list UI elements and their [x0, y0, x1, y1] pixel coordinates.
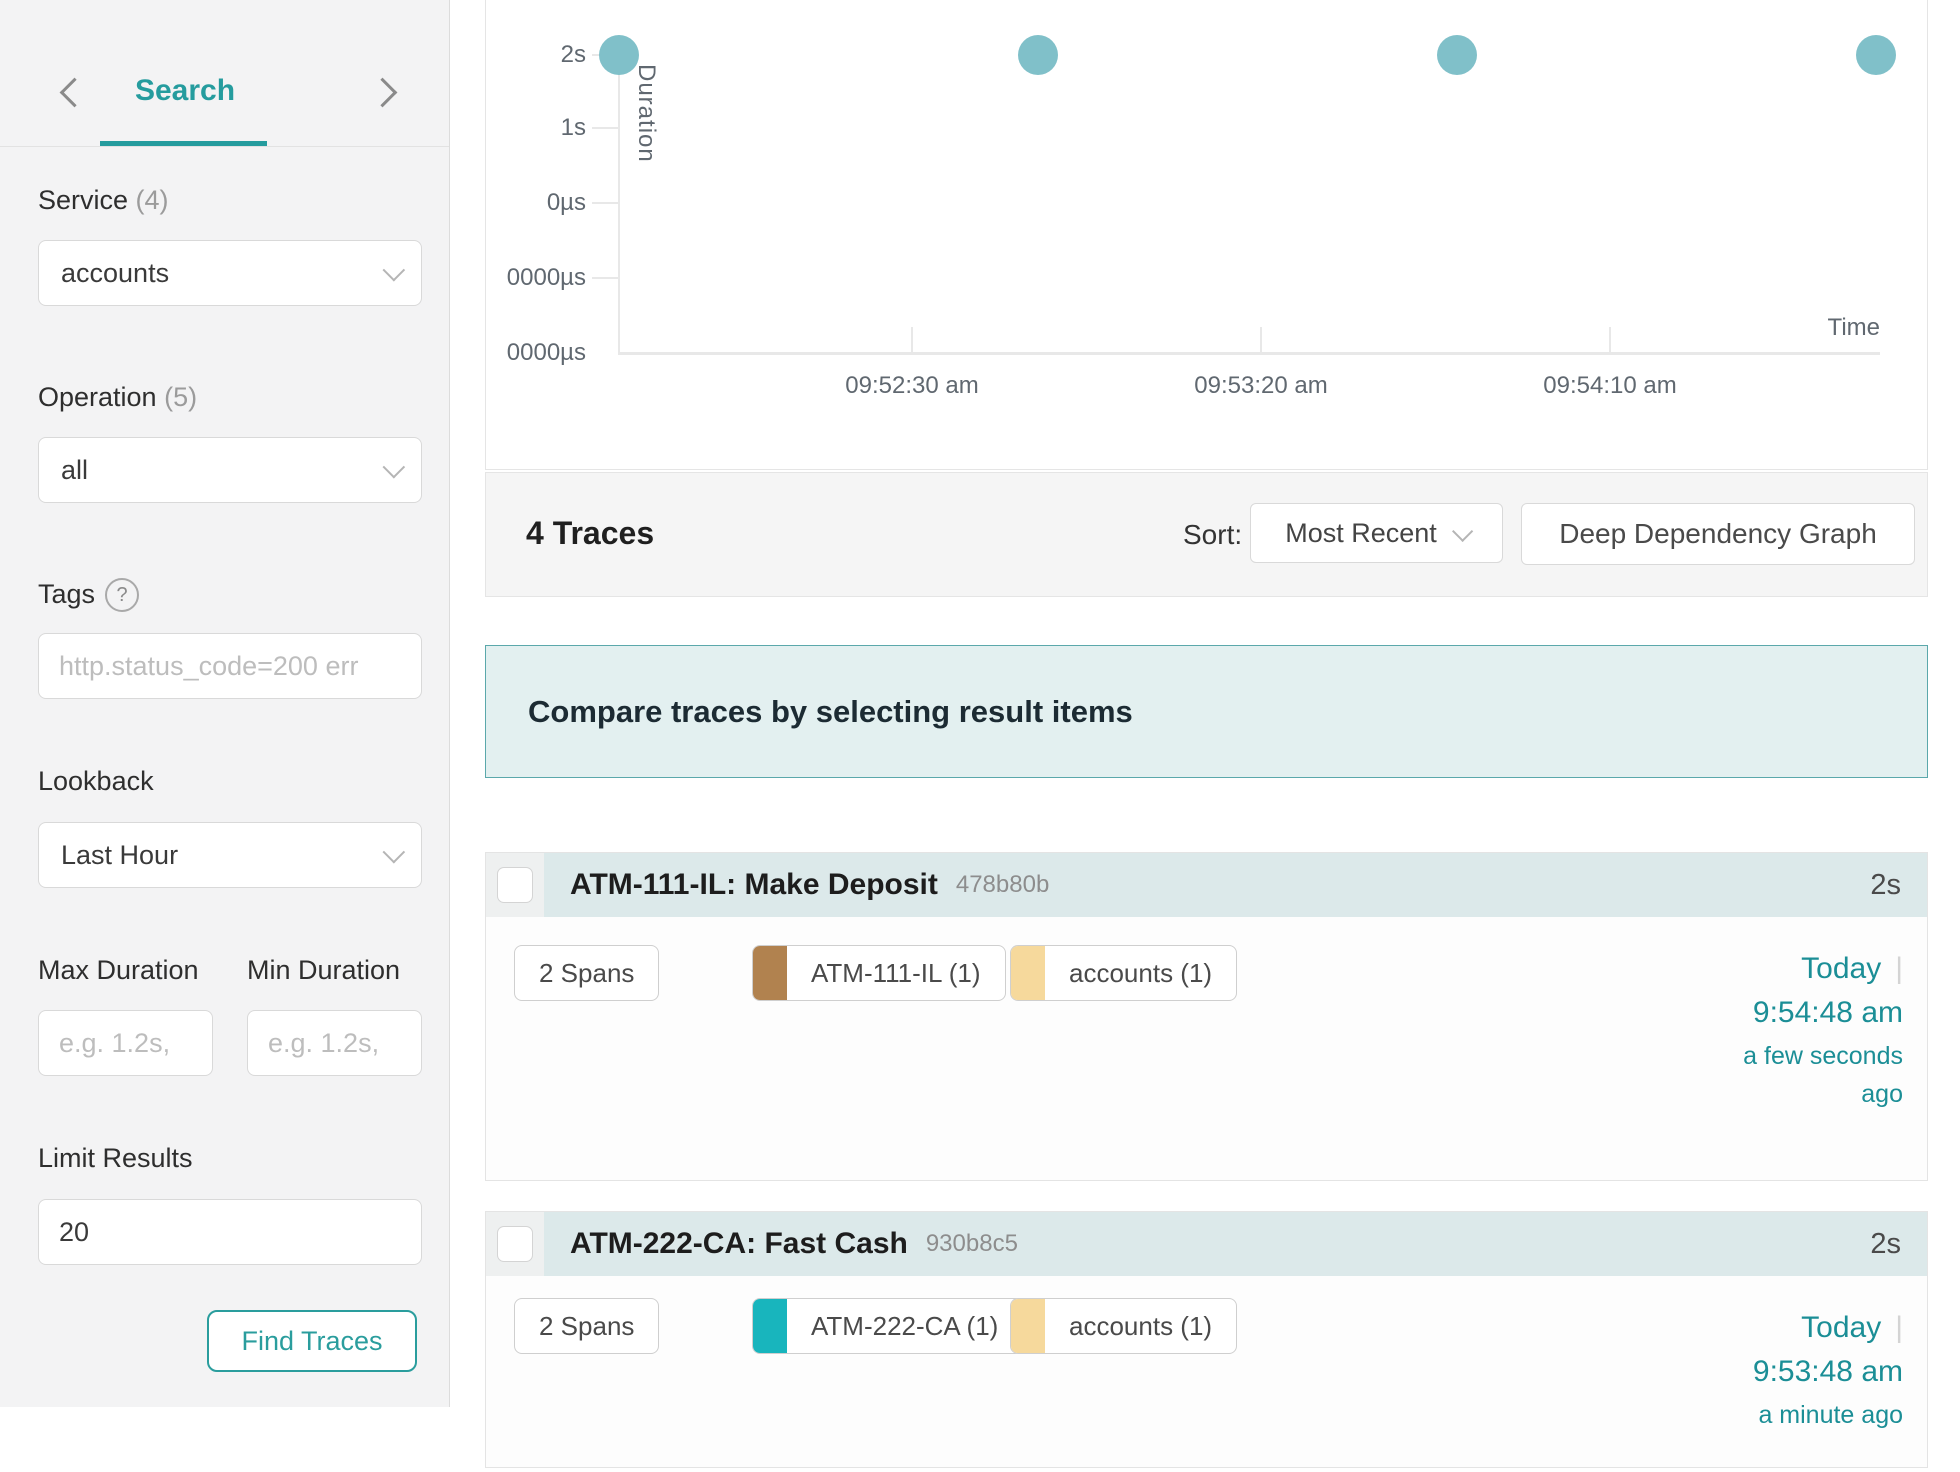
limit-results-label: Limit Results [38, 1143, 193, 1173]
sort-select-value: Most Recent [1285, 517, 1437, 548]
x-tick-mark [911, 327, 913, 353]
trace-checkbox[interactable] [497, 1226, 533, 1262]
trace-header-band: ATM-111-IL: Make Deposit 478b80b 2s [544, 853, 1927, 917]
lookback-label: Lookback [38, 766, 154, 796]
trace-link[interactable]: ATM-222-CA: Fast Cash 930b8c5 2s [486, 1212, 1927, 1276]
trace-card-body: 2 Spans ATM-111-IL (1) accounts (1) Toda… [486, 917, 1927, 1182]
service-chip: accounts (1) [1010, 945, 1238, 1001]
y-tick-label: 0000µs [506, 264, 586, 291]
trace-duration: 2s [1870, 1227, 1901, 1260]
tags-label: Tags? [38, 578, 140, 612]
y-tick-label: 0000µs [506, 339, 586, 366]
y-tick-mark [592, 277, 618, 279]
sort-select[interactable]: Most Recent [1250, 503, 1503, 563]
trace-result-card: ATM-111-IL: Make Deposit 478b80b 2s 2 Sp… [485, 852, 1928, 1181]
service-color-swatch [1011, 946, 1045, 1000]
scatter-point[interactable] [1018, 35, 1058, 75]
compare-banner: Compare traces by selecting result items [485, 645, 1928, 778]
results-toolbar: 4 Traces Sort: Most Recent Deep Dependen… [485, 472, 1928, 597]
lookback-select[interactable]: Last Hour [38, 822, 422, 888]
service-chip-label: ATM-222-CA (1) [811, 1310, 999, 1341]
max-duration-label: Max Duration [38, 955, 199, 985]
sidebar-header: Search [0, 0, 449, 147]
service-color-swatch [753, 946, 787, 1000]
trace-id: 930b8c5 [925, 1230, 1018, 1257]
trace-count: 4 Traces [526, 515, 655, 551]
deep-dependency-graph-button[interactable]: Deep Dependency Graph [1521, 503, 1915, 565]
trace-duration: 2s [1870, 868, 1901, 901]
chevron-down-icon [382, 840, 406, 864]
x-tick-mark [1260, 327, 1262, 353]
service-chip: ATM-222-CA (1) [752, 1298, 1024, 1354]
x-tick-label: 09:52:30 am [845, 372, 979, 399]
span-count-chip: 2 Spans [514, 1298, 660, 1354]
y-tick-mark [592, 127, 618, 129]
help-icon[interactable]: ? [105, 578, 140, 612]
trace-time: 9:53:48 am [1752, 1355, 1903, 1388]
operation-select[interactable]: all [38, 437, 422, 503]
trace-time: 9:54:48 am [1752, 996, 1903, 1029]
y-tick-label: 1s [560, 114, 586, 141]
compare-banner-text: Compare traces by selecting result items [528, 693, 1133, 729]
sort-label: Sort: [1183, 519, 1243, 550]
operation-select-value: all [61, 454, 89, 485]
scatter-point[interactable] [1437, 35, 1477, 75]
trace-title: ATM-222-CA: Fast Cash [570, 1227, 908, 1260]
trace-relative-time: a minute ago [1758, 1401, 1903, 1429]
service-chip: accounts (1) [1010, 1298, 1238, 1354]
x-tick-mark [1609, 327, 1611, 353]
trace-date: Today [1801, 952, 1903, 985]
trace-relative-time: a few seconds ago [1743, 1042, 1903, 1108]
scatter-point[interactable] [599, 35, 639, 75]
service-chip-label: ATM-111-IL (1) [811, 957, 981, 988]
x-axis-title: Time [1827, 314, 1880, 341]
service-chip: ATM-111-IL (1) [752, 945, 1006, 1001]
trace-timestamp: Today 9:53:48 am a minute ago [1713, 1306, 1903, 1434]
x-tick-label: 09:54:10 am [1543, 372, 1677, 399]
lookback-select-value: Last Hour [61, 839, 179, 870]
service-select-value: accounts [61, 257, 170, 288]
max-duration-input[interactable] [38, 1010, 213, 1076]
chevron-down-icon [382, 455, 406, 479]
trace-timestamp: Today 9:54:48 am a few seconds ago [1713, 947, 1903, 1113]
min-duration-label: Min Duration [247, 955, 401, 985]
y-tick-mark [592, 202, 618, 204]
find-traces-button[interactable]: Find Traces [207, 1310, 417, 1372]
active-tab-indicator [100, 141, 267, 146]
service-label: Service (4) [38, 185, 169, 215]
duration-scatter-chart: 2s 1s 0µs 0000µs 0000µs Duration 09:52:3… [485, 0, 1928, 470]
y-tick-label: 2s [560, 41, 586, 68]
x-tick-label: 09:53:20 am [1194, 372, 1328, 399]
next-page-icon[interactable] [367, 77, 398, 108]
search-sidebar: Search Service (4) accounts Operation (5… [0, 0, 450, 1407]
service-color-swatch [1011, 1299, 1045, 1353]
trace-id: 478b80b [955, 871, 1050, 898]
limit-results-input[interactable] [38, 1199, 422, 1265]
span-count-chip: 2 Spans [514, 945, 660, 1001]
tags-input[interactable] [38, 633, 422, 699]
service-color-swatch [753, 1299, 787, 1353]
min-duration-input[interactable] [247, 1010, 422, 1076]
tab-search[interactable]: Search [134, 74, 236, 107]
checkbox-cell [486, 853, 544, 917]
chevron-down-icon [1451, 520, 1474, 542]
y-axis-title: Duration [633, 64, 660, 163]
trace-date: Today [1801, 1311, 1903, 1344]
trace-card-body: 2 Spans ATM-222-CA (1) accounts (1) Toda… [486, 1276, 1927, 1469]
service-chip-label: accounts (1) [1069, 1310, 1213, 1341]
y-tick-label: 0µs [546, 189, 586, 216]
operation-label: Operation (5) [38, 382, 198, 412]
trace-link[interactable]: ATM-111-IL: Make Deposit 478b80b 2s [486, 853, 1927, 917]
y-axis-line [618, 36, 620, 354]
scatter-point[interactable] [1856, 35, 1896, 75]
chevron-down-icon [382, 258, 406, 282]
trace-result-card: ATM-222-CA: Fast Cash 930b8c5 2s 2 Spans… [485, 1211, 1928, 1468]
trace-header-band: ATM-222-CA: Fast Cash 930b8c5 2s [544, 1212, 1927, 1276]
service-select[interactable]: accounts [38, 240, 422, 306]
checkbox-cell [486, 1212, 544, 1276]
trace-title: ATM-111-IL: Make Deposit [570, 868, 938, 901]
trace-checkbox[interactable] [497, 867, 533, 903]
x-axis-line [618, 352, 1880, 355]
service-chip-label: accounts (1) [1069, 957, 1213, 988]
